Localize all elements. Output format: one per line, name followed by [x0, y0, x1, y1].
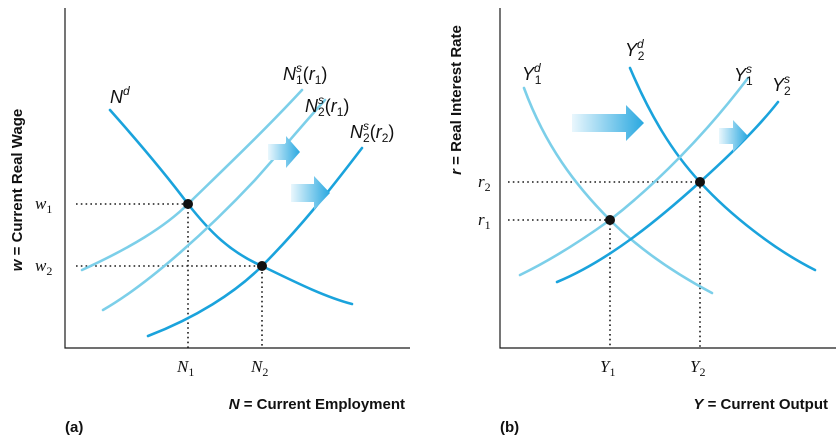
shift-arrow-icon: [572, 105, 644, 141]
label-labor-supply-2-r2: Ns 2(r2): [350, 119, 394, 145]
panel-b-x-axis-title: Y = Current Output: [693, 396, 828, 413]
shift-arrow-icon: [268, 136, 300, 168]
goods-supply-curve-2: [555, 100, 780, 284]
panel-a-tag: (a): [65, 419, 83, 436]
tick-r2: r2: [478, 172, 491, 194]
label-labor-supply-2-r1: Ns 2(r1): [305, 93, 349, 119]
panel-a-axes: [64, 8, 410, 349]
goods-demand-curve-2: [628, 66, 817, 272]
goods-supply-curve-1: [518, 76, 750, 277]
panel-a-guide-w2-n2: [76, 265, 263, 348]
equilibrium-point-1: [605, 215, 615, 225]
tick-y1: Y1: [600, 357, 615, 379]
equilibrium-point-1: [183, 199, 193, 209]
labor-demand-curve: [108, 108, 354, 306]
panel-b-axes: [499, 8, 836, 349]
label-goods-supply-1: Ys 1: [734, 62, 753, 88]
labor-supply-curve-2-r1: [101, 98, 327, 312]
labor-supply-curve-2-r2: [146, 146, 364, 338]
tick-y2: Y2: [690, 357, 705, 379]
panel-a: w1 w2 N1 N2 Nd Ns 1(r1) Ns 2(r1) Ns 2(r2) w…: [9, 8, 410, 436]
panel-a-y-axis-title: w = Current Real Wage: [9, 109, 26, 271]
label-goods-demand-2: Yd 2: [625, 37, 645, 63]
tick-w2: w2: [35, 256, 52, 278]
tick-n1: N1: [176, 357, 194, 379]
panel-b-guide-r1-y1: [508, 219, 611, 348]
label-labor-demand: Nd: [110, 84, 130, 107]
shift-arrow-icon: [719, 120, 748, 152]
label-labor-supply-1: Ns 1(r1): [283, 61, 327, 87]
equilibrium-point-2: [257, 261, 267, 271]
tick-w1: w1: [35, 194, 52, 216]
equilibrium-point-2: [695, 177, 705, 187]
panel-a-x-axis-title: N = Current Employment: [229, 396, 405, 413]
tick-n2: N2: [250, 357, 268, 379]
label-goods-supply-2: Ys 2: [772, 72, 791, 98]
panel-b: r2 r1 Y1 Y2 Yd 1 Yd 2 Ys 1 Ys 2 r = Real Int…: [448, 8, 836, 436]
panel-b-tag: (b): [500, 419, 519, 436]
shift-arrow-icon: [291, 176, 330, 210]
panel-b-y-axis-title: r = Real Interest Rate: [448, 25, 465, 175]
tick-r1: r1: [478, 210, 491, 232]
label-goods-demand-1: Yd 1: [522, 61, 542, 87]
